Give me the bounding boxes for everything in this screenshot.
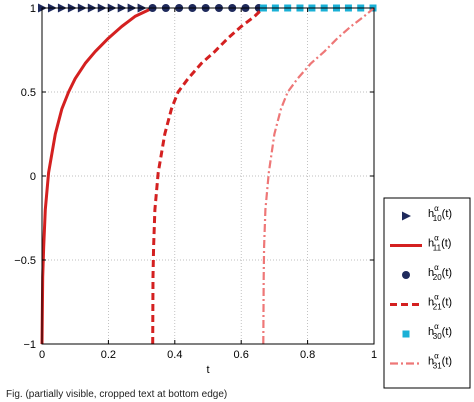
legend-box xyxy=(383,197,471,389)
x-tick-label: 0 xyxy=(39,349,45,361)
legend-item-31: hα 31(t) xyxy=(390,352,452,371)
y-tick-label: −1 xyxy=(23,339,36,351)
legend: hα 10(t) hα 11(t) hα 20(t) hα 21(t) hα 30(t) hα 31(… xyxy=(383,197,471,389)
legend-item-30: hα 30(t) xyxy=(402,322,452,341)
legend-label-20: hα 20(t) xyxy=(428,263,452,282)
legend-swatch-30 xyxy=(402,330,410,338)
x-tick-label: 0.2 xyxy=(101,349,116,361)
y-tick-label: 0 xyxy=(30,171,36,183)
legend-item-11: hα 11(t) xyxy=(390,234,451,253)
y-tick-label: 0.5 xyxy=(21,87,36,99)
legend-swatch-10 xyxy=(402,211,411,221)
x-tick-label: 1 xyxy=(371,349,377,361)
legend-label-31: hα 31(t) xyxy=(428,352,452,371)
legend-label-10: hα 10(t) xyxy=(428,204,452,223)
series-line-21 xyxy=(151,6,265,345)
legend-item-21: hα 21(t) xyxy=(390,293,452,312)
grid xyxy=(42,8,374,344)
legend-item-10: hα 10(t) xyxy=(402,204,452,223)
series-line-11 xyxy=(40,6,154,345)
y-tick-label: 1 xyxy=(30,3,36,15)
y-tick-label: −0.5 xyxy=(14,255,36,267)
x-tick-label: 0.8 xyxy=(300,349,315,361)
legend-item-20: hα 20(t) xyxy=(402,263,452,282)
figure-caption: Fig. (partially visible, cropped text at… xyxy=(6,389,228,400)
legend-swatch-20 xyxy=(402,271,410,279)
series-line-31 xyxy=(262,7,375,345)
legend-label-30: hα 30(t) xyxy=(428,322,452,341)
x-tick-label: 0.6 xyxy=(234,349,249,361)
legend-label-21: hα 21(t) xyxy=(428,293,452,312)
x-axis-label: t xyxy=(206,364,209,376)
x-tick-label: 0.4 xyxy=(167,349,182,361)
legend-label-11: hα 11(t) xyxy=(428,234,451,253)
axes: 0 0.2 0.4 0.6 0.8 1 −1 −0.5 0 0.5 1 t xyxy=(14,3,377,376)
